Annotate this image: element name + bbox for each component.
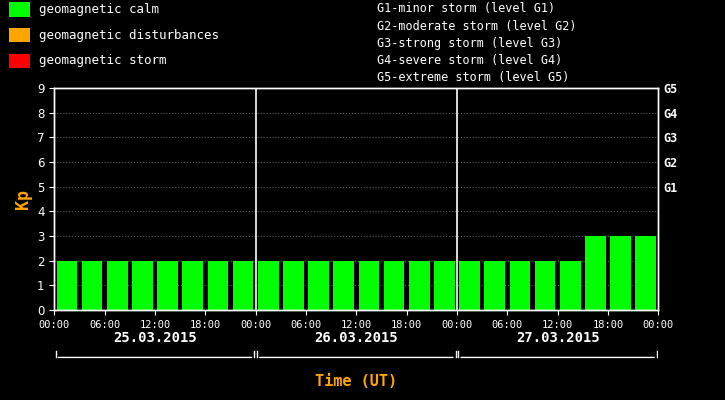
Bar [585, 236, 605, 310]
Text: geomagnetic disturbances: geomagnetic disturbances [39, 29, 219, 42]
Text: 27.03.2015: 27.03.2015 [515, 332, 600, 346]
Text: geomagnetic calm: geomagnetic calm [39, 3, 160, 16]
Bar [132, 261, 153, 310]
Bar [233, 261, 254, 310]
Bar [459, 261, 480, 310]
Bar [434, 261, 455, 310]
Bar [334, 261, 354, 310]
Y-axis label: Kp: Kp [14, 189, 32, 209]
Text: G3-strong storm (level G3): G3-strong storm (level G3) [377, 37, 563, 50]
Bar [560, 261, 581, 310]
Bar [409, 261, 430, 310]
Bar [207, 261, 228, 310]
Text: Time (UT): Time (UT) [315, 374, 397, 390]
Bar [535, 261, 555, 310]
Text: geomagnetic storm: geomagnetic storm [39, 54, 167, 67]
Bar [610, 236, 631, 310]
Bar [157, 261, 178, 310]
Text: G4-severe storm (level G4): G4-severe storm (level G4) [377, 54, 563, 67]
Text: G5-extreme storm (level G5): G5-extreme storm (level G5) [377, 71, 569, 84]
FancyBboxPatch shape [9, 54, 30, 68]
Bar [635, 236, 656, 310]
Text: G1-minor storm (level G1): G1-minor storm (level G1) [377, 2, 555, 15]
Bar [308, 261, 329, 310]
Bar [384, 261, 405, 310]
Bar [183, 261, 203, 310]
FancyBboxPatch shape [9, 2, 30, 17]
Bar [57, 261, 78, 310]
Bar [258, 261, 278, 310]
Bar [510, 261, 530, 310]
Bar [484, 261, 505, 310]
Bar [107, 261, 128, 310]
Text: G2-moderate storm (level G2): G2-moderate storm (level G2) [377, 20, 576, 33]
Bar [359, 261, 379, 310]
Bar [82, 261, 102, 310]
Text: 26.03.2015: 26.03.2015 [315, 332, 398, 346]
FancyBboxPatch shape [9, 28, 30, 42]
Text: 25.03.2015: 25.03.2015 [113, 332, 197, 346]
Bar [283, 261, 304, 310]
